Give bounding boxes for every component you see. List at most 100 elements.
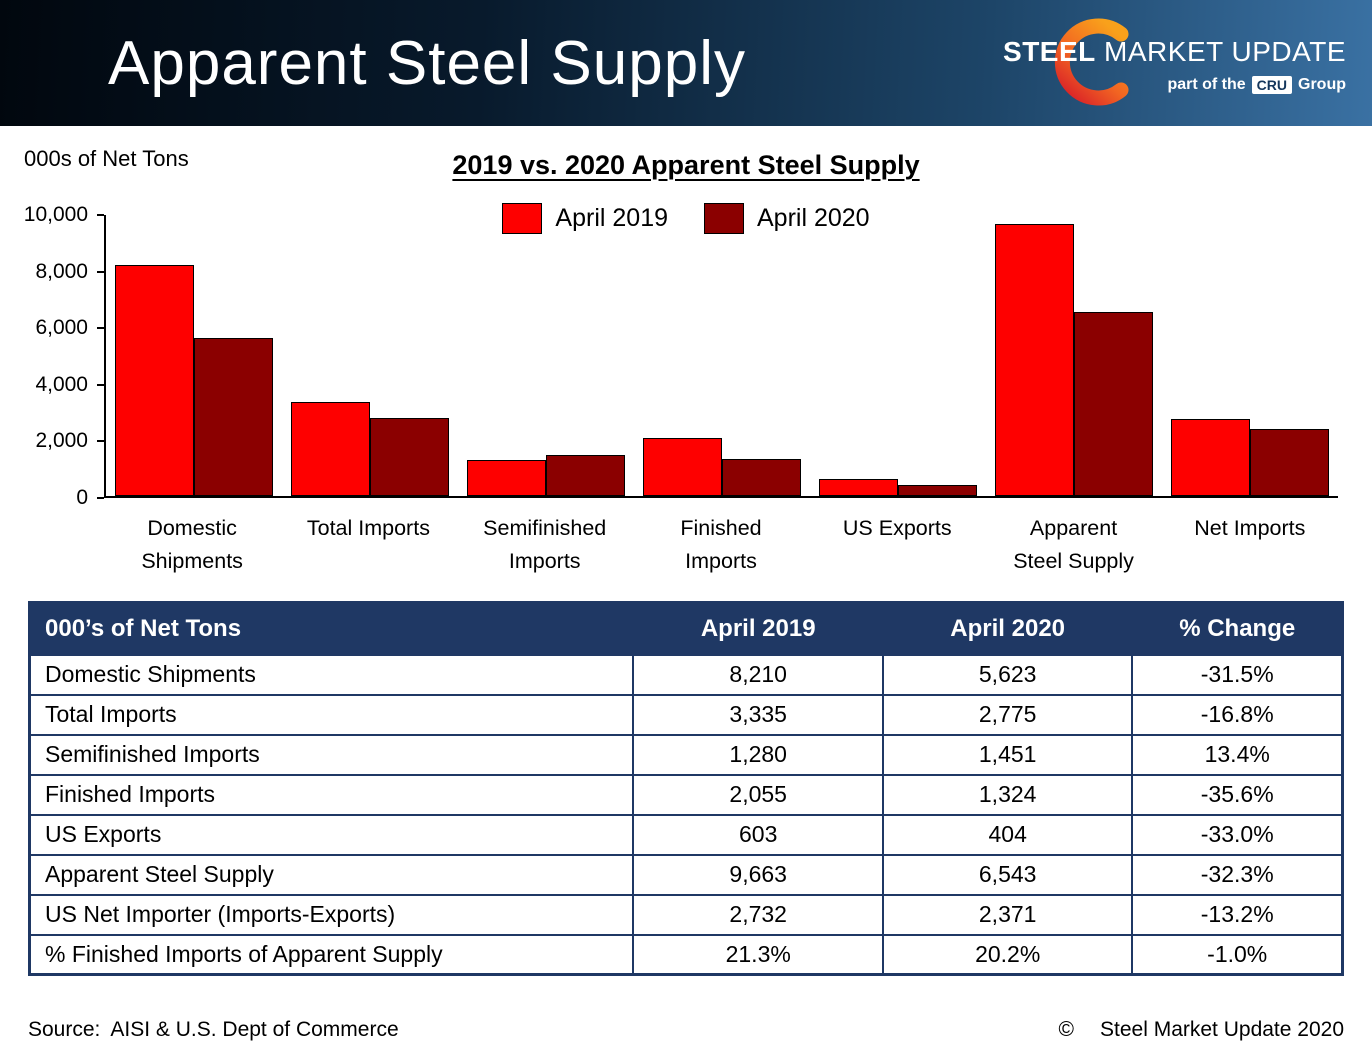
source-label: Source: <box>28 1018 101 1041</box>
table-row: % Finished Imports of Apparent Supply 21.… <box>28 933 1344 976</box>
x-axis-label: Finished Imports <box>680 516 762 574</box>
logo-brand-rest: MARKET UPDATE <box>1095 36 1346 67</box>
bar-april-2020 <box>1250 429 1329 496</box>
bar-chart: 0 2,000 4,000 6,000 8,000 10,000 Domestic Shi… <box>0 204 1372 573</box>
value-cell: -35.6% <box>1131 773 1344 816</box>
logo-brand-steel: STEEL <box>1003 36 1096 67</box>
value-cell: 5,623 <box>881 653 1134 696</box>
row-label-cell: % Finished Imports of Apparent Supply <box>28 933 635 976</box>
value-cell: 1,280 <box>632 733 884 776</box>
table-header-cell: April 2020 <box>881 601 1134 656</box>
y-tick-label: 8,000 <box>35 259 88 283</box>
data-table: 000’s of Net Tons April 2019 April 2020% C… <box>28 601 1344 976</box>
bar-april-2019 <box>1171 419 1250 496</box>
y-tick-mark <box>97 214 104 216</box>
bar-april-2019 <box>291 402 370 496</box>
table-header-cell: 000’s of Net Tons <box>28 601 635 656</box>
smu-logo: STEEL MARKET UPDATE part of the CRU Grou… <box>996 10 1346 114</box>
bar-april-2019 <box>643 438 722 496</box>
bar-april-2019 <box>819 479 898 496</box>
row-label-cell: Total Imports <box>28 693 635 736</box>
y-axis: 0 2,000 4,000 6,000 8,000 10,000 <box>0 204 104 509</box>
copyright-text: Steel Market Update 2020 <box>1100 1018 1344 1041</box>
value-cell: 9,663 <box>632 853 884 896</box>
value-cell: 404 <box>881 813 1134 856</box>
table-row: US Net Importer (Imports-Exports) 2,732 2,… <box>28 893 1344 936</box>
row-label-cell: US Exports <box>28 813 635 856</box>
bar-april-2020 <box>1074 312 1153 496</box>
legend-item: April 2019 <box>502 203 668 234</box>
logo-wordmark: STEEL MARKET UPDATE <box>1003 36 1346 68</box>
plot-area <box>104 215 1338 498</box>
x-axis-label: Apparent Steel Supply <box>1013 516 1134 574</box>
chart-title: 2019 vs. 2020 Apparent Steel Supply <box>452 150 920 180</box>
value-cell: -1.0% <box>1131 933 1344 976</box>
value-cell: -13.2% <box>1131 893 1344 936</box>
y-tick-label: 2,000 <box>35 429 88 453</box>
value-cell: -16.8% <box>1131 693 1344 736</box>
value-cell: 2,732 <box>632 893 884 936</box>
copyright-symbol: © <box>1058 1018 1075 1041</box>
bar-april-2020 <box>722 458 801 496</box>
value-cell: -33.0% <box>1131 813 1344 856</box>
cru-badge: CRU <box>1251 76 1292 94</box>
x-axis-label: Domestic Shipments <box>141 516 243 574</box>
y-tick-mark <box>97 383 104 386</box>
bar-april-2019 <box>467 460 546 496</box>
y-tick-mark <box>97 327 104 330</box>
y-tick-label: 10,000 <box>23 203 88 226</box>
bar-group <box>106 215 282 496</box>
row-label-cell: US Net Importer (Imports-Exports) <box>28 893 635 936</box>
bar-group <box>986 215 1162 496</box>
x-axis-label: Net Imports <box>1194 516 1306 540</box>
bar-group <box>810 215 986 496</box>
table-row: Total Imports 3,335 2,775 -16.8% <box>28 693 1344 736</box>
x-axis-label: US Exports <box>842 516 952 540</box>
logo-tagline: part of the CRU Group <box>1003 76 1346 94</box>
legend-swatch-icon <box>502 203 543 234</box>
legend-item: April 2020 <box>704 203 870 234</box>
logo-text: STEEL MARKET UPDATE part of the CRU Grou… <box>1003 36 1346 94</box>
value-cell: 2,055 <box>632 773 884 816</box>
row-label-cell: Finished Imports <box>28 773 635 816</box>
bar-april-2020 <box>194 338 273 496</box>
value-cell: 2,775 <box>881 693 1134 736</box>
table-row: Semifinished Imports 1,280 1,451 13.4% <box>28 733 1344 776</box>
table-row: Finished Imports 2,055 1,324 -35.6% <box>28 773 1344 816</box>
value-cell: 20.2% <box>881 933 1134 976</box>
bar-april-2019 <box>995 224 1074 496</box>
footer: Source: AISI & U.S. Dept of Commerce © Ste… <box>28 1018 1344 1042</box>
table-row: Domestic Shipments 8,210 5,623 -31.5% <box>28 653 1344 696</box>
table-header-cell: April 2019 <box>632 601 884 656</box>
value-cell: -31.5% <box>1131 653 1344 696</box>
legend-label: April 2019 <box>555 204 668 232</box>
legend-label: April 2020 <box>757 204 870 232</box>
logo-swoosh-icon <box>1054 18 1129 106</box>
value-cell: 2,371 <box>881 893 1134 936</box>
value-cell: 3,335 <box>632 693 884 736</box>
value-cell: 1,324 <box>881 773 1134 816</box>
tagline-suffix: Group <box>1298 76 1346 93</box>
bar-group <box>458 215 634 496</box>
value-cell: -32.3% <box>1131 853 1344 896</box>
y-tick-mark <box>97 270 104 273</box>
bar-group <box>634 215 810 496</box>
x-axis-label: Semifinished Imports <box>483 516 607 574</box>
x-axis-labels: Domestic Shipments Total Imports Semifinis… <box>104 498 1338 579</box>
data-table-section: 000’s of Net Tons April 2019 April 2020% C… <box>28 601 1344 976</box>
y-tick-label: 6,000 <box>35 316 88 340</box>
legend-swatch-icon <box>704 203 744 234</box>
bar-april-2019 <box>115 265 194 496</box>
value-cell: 1,451 <box>881 733 1134 776</box>
y-tick-label: 4,000 <box>35 372 88 396</box>
source-note: Source: AISI & U.S. Dept of Commerce <box>28 1018 399 1042</box>
table-row: Apparent Steel Supply 9,663 6,543 -32.3% <box>28 853 1344 896</box>
y-tick-mark <box>97 440 104 443</box>
row-label-cell: Semifinished Imports <box>28 733 635 776</box>
value-cell: 13.4% <box>1131 733 1344 776</box>
row-label-cell: Apparent Steel Supply <box>28 853 635 896</box>
tagline-prefix: part of the <box>1167 76 1246 93</box>
table-row: US Exports 603 404 -33.0% <box>28 813 1344 856</box>
bar-group <box>282 215 458 496</box>
